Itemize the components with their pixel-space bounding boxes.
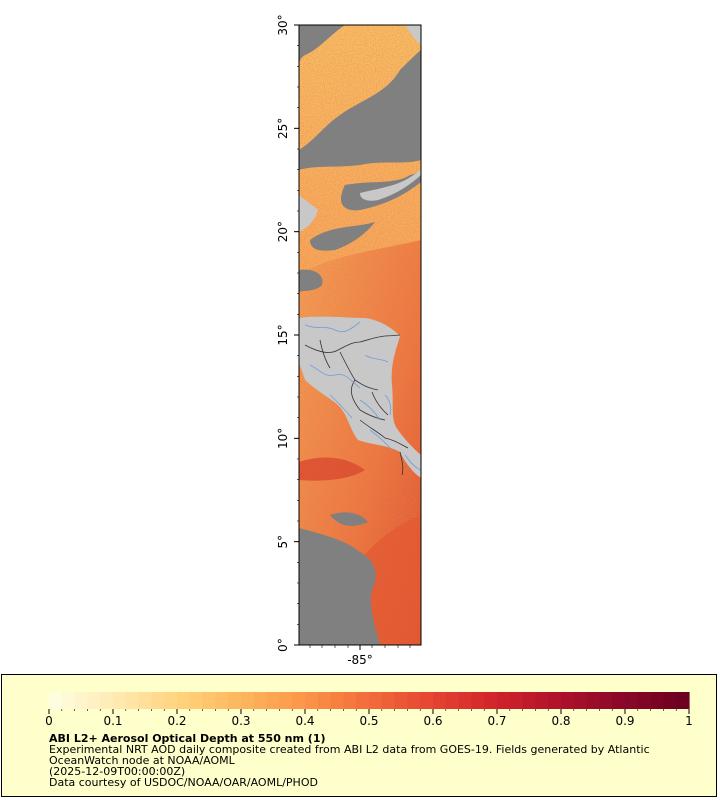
colorbar-tick-label: 0.9 (615, 714, 634, 728)
aod-map: 0° 5° 10° 15° 20° 25° 30° -85° (276, 14, 422, 667)
colorbar-tick-label: 0.8 (551, 714, 570, 728)
colorbar-segment (663, 692, 677, 709)
colorbar-segment (561, 692, 575, 709)
colorbar-segment (522, 692, 536, 709)
colorbar-segment (74, 692, 88, 709)
colorbar: 0 0.1 0.2 0.3 0.4 0.5 0.6 0.7 0.8 0.9 1 (45, 692, 693, 728)
colorbar-segment (253, 692, 268, 709)
colorbar-tick-label: 0.7 (487, 714, 506, 728)
colorbar-segment (625, 692, 639, 709)
colorbar-segment (381, 692, 396, 709)
legend-title: ABI L2+ Aerosol Optical Depth at 550 nm … (49, 732, 326, 745)
colorbar-segment (330, 692, 344, 709)
legend-time: (2025-12-09T00:00:00Z) (49, 765, 186, 778)
longitude-ticks: -85° (309, 645, 411, 667)
colorbar-segment (100, 692, 114, 709)
no-data-region (299, 269, 323, 292)
lat-tick-label: 0° (276, 638, 290, 652)
colorbar-segment (189, 692, 204, 709)
colorbar-segment (61, 692, 76, 709)
land-central-america (299, 316, 421, 478)
colorbar-segment (548, 692, 562, 709)
lon-tick-label: -85° (347, 653, 373, 667)
colorbar-segment (509, 692, 524, 709)
country-border (304, 334, 409, 476)
colorbar-segment (676, 692, 690, 709)
lat-tick-label: 5° (276, 535, 290, 549)
colorbar-segment (586, 692, 600, 709)
no-data-region (299, 25, 345, 66)
aod-band-high (299, 457, 365, 481)
legend-description-line1: Experimental NRT AOD daily composite cre… (49, 743, 650, 756)
colorbar-segment (151, 692, 165, 709)
colorbar-tick-label: 0.4 (295, 714, 314, 728)
colorbar-segment (138, 692, 152, 709)
colorbar-tick-label: 0.1 (103, 714, 122, 728)
colorbar-segment (279, 692, 293, 709)
lat-tick-label: 30° (276, 14, 290, 35)
map-field (299, 25, 421, 645)
colorbar-segment (599, 692, 613, 709)
colorbar-segment (87, 692, 101, 709)
colorbar-segment (292, 692, 306, 709)
no-data-region (299, 50, 421, 170)
colorbar-segment (164, 692, 178, 709)
colorbar-segment (407, 692, 421, 709)
legend-panel: 0 0.1 0.2 0.3 0.4 0.5 0.6 0.7 0.8 0.9 1 ABI L2+ Ae… (1, 674, 717, 797)
colorbar-tick-label: 0.2 (167, 714, 186, 728)
river (304, 321, 421, 471)
colorbar-segment (305, 692, 319, 709)
no-data-region (299, 528, 380, 645)
colorbar-segment (535, 692, 549, 709)
no-data-region (310, 222, 375, 251)
colorbar-segment (215, 692, 229, 709)
lat-tick-label: 10° (276, 428, 290, 449)
no-data-region (330, 512, 368, 526)
colorbar-segment (343, 692, 357, 709)
lat-tick-label: 15° (276, 324, 290, 345)
colorbar-segment (356, 692, 370, 709)
colorbar-tick-label: 0 (45, 714, 53, 728)
colorbar-segment (228, 692, 242, 709)
colorbar-segment (317, 692, 332, 709)
colorbar-segment (637, 692, 652, 709)
colorbar-segment (650, 692, 664, 709)
colorbar-segment (471, 692, 485, 709)
colorbar-segment (394, 692, 408, 709)
colorbar-segment (241, 692, 255, 709)
colorbar-segment (202, 692, 216, 709)
colorbar-segment (433, 692, 447, 709)
lat-tick-label: 25° (276, 118, 290, 139)
colorbar-segment (497, 692, 511, 709)
colorbar-segment (113, 692, 127, 709)
colorbar-segment (177, 692, 191, 709)
colorbar-segment (369, 692, 383, 709)
aod-field-southeast (357, 515, 421, 645)
colorbar-segment (445, 692, 460, 709)
colorbar-segment (458, 692, 472, 709)
land-cuba (360, 168, 421, 201)
land-yucatan (299, 195, 318, 232)
colorbar-segment (420, 692, 434, 709)
colorbar-segment (49, 692, 63, 709)
colorbar-segment (573, 692, 588, 709)
legend-credit: Data courtesy of USDOC/NOAA/OAR/AOML/PHO… (49, 776, 318, 789)
colorbar-tick-label: 0.5 (359, 714, 378, 728)
map-area: 0° 5° 10° 15° 20° 25° 30° -85° (276, 14, 422, 667)
colorbar-segment (612, 692, 626, 709)
colorbar-tick-label: 1 (685, 714, 693, 728)
colorbar-segment (125, 692, 140, 709)
colorbar-tick-label: 0.3 (231, 714, 250, 728)
lat-tick-label: 20° (276, 221, 290, 242)
legend-description-line2: OceanWatch node at NOAA/AOML (49, 754, 235, 767)
colorbar-segment (484, 692, 498, 709)
land-north (405, 25, 421, 45)
colorbar-segment (266, 692, 280, 709)
latitude-ticks: 0° 5° 10° 15° 20° 25° 30° (276, 14, 299, 652)
colorbar-tick-label: 0.6 (423, 714, 442, 728)
